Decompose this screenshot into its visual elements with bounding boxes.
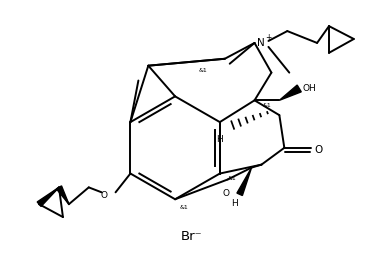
Polygon shape bbox=[37, 187, 59, 206]
Text: Br⁻: Br⁻ bbox=[181, 230, 203, 243]
Polygon shape bbox=[280, 85, 301, 100]
Text: H: H bbox=[217, 135, 223, 144]
Text: O: O bbox=[100, 191, 107, 200]
Polygon shape bbox=[237, 168, 252, 196]
Text: O: O bbox=[314, 145, 322, 155]
Text: +: + bbox=[265, 32, 272, 42]
Text: O: O bbox=[222, 189, 229, 198]
Text: OH: OH bbox=[302, 84, 316, 93]
Polygon shape bbox=[56, 186, 69, 204]
Text: H: H bbox=[231, 199, 238, 208]
Text: &1: &1 bbox=[199, 68, 207, 73]
Text: &1: &1 bbox=[180, 205, 189, 210]
Text: &1: &1 bbox=[228, 176, 237, 181]
Text: &1: &1 bbox=[263, 103, 272, 108]
Text: N: N bbox=[257, 38, 264, 48]
